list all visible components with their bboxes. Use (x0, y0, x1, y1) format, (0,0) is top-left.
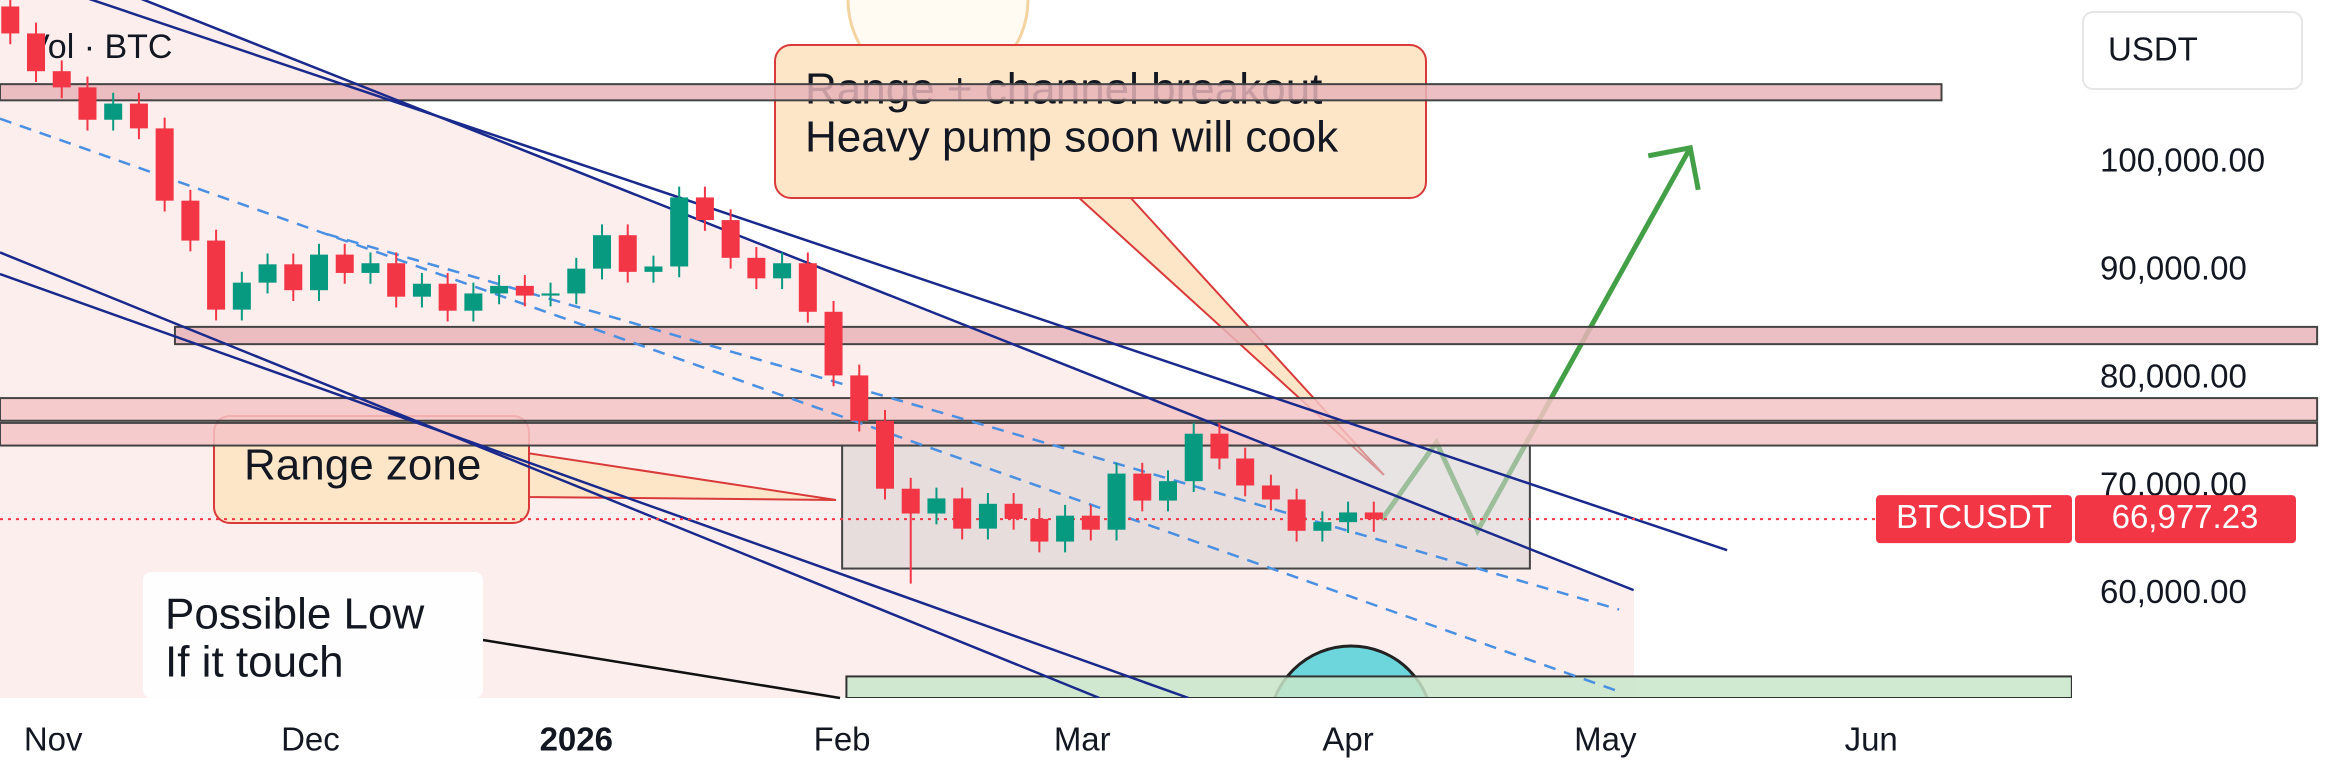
candle-body (78, 87, 97, 120)
candle-body (953, 498, 972, 529)
callout-text: Range zone (244, 441, 481, 490)
callout-text: Heavy pump soon will cook (805, 113, 1339, 162)
candle-body (721, 220, 740, 258)
candle-body (1133, 473, 1152, 501)
candle-body (438, 283, 457, 311)
candle-body (1004, 503, 1023, 519)
zone (173, 325, 2319, 346)
candle-body (927, 498, 946, 514)
candle-body (310, 254, 329, 291)
x-tick-label: Dec (281, 721, 340, 758)
symbol-label: BTCUSDT (1896, 498, 2052, 535)
candle-body (644, 266, 663, 272)
y-tick-label: 90,000.00 (2100, 250, 2247, 287)
candle-body (618, 235, 637, 272)
zone (0, 83, 1943, 102)
y-tick-label: 60,000.00 (2100, 573, 2247, 610)
price-tag (2075, 495, 2296, 544)
price-label: 66,977.23 (2112, 498, 2259, 535)
x-tick-label: Mar (1054, 721, 1111, 758)
trendline (141, 0, 1635, 592)
candle-body (901, 488, 920, 514)
currency-box[interactable] (2082, 11, 2303, 90)
candle-body (52, 71, 71, 88)
candle-body (695, 197, 714, 221)
candle-body (155, 128, 174, 201)
candle-body (464, 293, 483, 311)
y-tick-label: 80,000.00 (2100, 357, 2247, 394)
zone (0, 421, 2319, 447)
candle-body (361, 263, 380, 273)
candle-body (1107, 473, 1126, 530)
candle-body (284, 264, 303, 291)
candle-body (1030, 518, 1049, 542)
candle-body (1158, 481, 1177, 501)
trendline (88, 0, 1728, 552)
candle-body (335, 254, 354, 273)
trendline (0, 272, 1189, 698)
x-tick-label: Apr (1322, 721, 1373, 758)
candle-body (798, 263, 817, 312)
plot-area (0, 0, 2072, 698)
trendline (0, 117, 1620, 693)
candle-body (1261, 485, 1280, 500)
indicator-label: Vol · BTC (27, 28, 172, 66)
candle-body (1210, 433, 1229, 459)
candle-body (258, 264, 277, 283)
candle-body (129, 103, 148, 129)
currency-label: USDT (2108, 31, 2198, 68)
candle-body (747, 257, 766, 279)
candle-body (978, 503, 997, 529)
callout-text: Possible Low (165, 590, 424, 639)
candle-body (670, 197, 689, 267)
candle-body (1364, 512, 1383, 520)
candle-body (1081, 515, 1100, 530)
candle-body (515, 285, 534, 296)
candle-body (1313, 522, 1332, 531)
x-tick-label: Nov (24, 721, 83, 758)
callout-box (143, 572, 483, 698)
x-tick-label: May (1574, 721, 1637, 758)
arrow-head (1647, 144, 1701, 191)
candle-body (875, 420, 895, 489)
zone (845, 675, 2072, 698)
candle-body (593, 235, 612, 269)
candle-body (1236, 458, 1255, 486)
candle-body (1339, 512, 1358, 523)
candle-body (181, 200, 200, 241)
candle-body (1184, 433, 1203, 482)
candle-body (387, 263, 406, 297)
candle-body (232, 282, 251, 310)
candle-body (567, 268, 586, 294)
candle-body (824, 311, 843, 376)
candle-body (412, 283, 431, 297)
x-tick-label: Jun (1845, 721, 1898, 758)
x-tick-label: Feb (814, 721, 871, 758)
candle-body (541, 293, 560, 296)
zone (0, 397, 2319, 422)
y-tick-label: 100,000.00 (2100, 142, 2265, 179)
candle-body (1287, 499, 1306, 531)
candle-body (1056, 515, 1075, 542)
candle-body (27, 33, 46, 72)
candle-body (773, 263, 792, 279)
candle-body (207, 240, 226, 310)
trendline (326, 232, 1620, 611)
x-tick-label: 2026 (540, 721, 613, 758)
trendline (0, 251, 1100, 698)
callout-text: If it touch (165, 638, 344, 687)
symbol-tag (1876, 495, 2072, 544)
candle-body (850, 375, 869, 421)
callout-pointer (482, 638, 841, 700)
candle-body (104, 103, 123, 120)
candle-body (1, 6, 20, 34)
candle-body (490, 285, 509, 294)
